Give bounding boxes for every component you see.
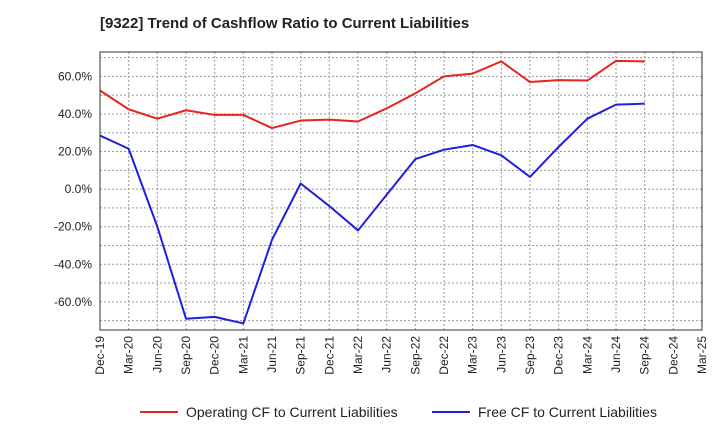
x-tick-label: Jun-20 xyxy=(150,336,164,373)
x-tick-label: Jun-23 xyxy=(494,336,508,373)
x-tick-label: Jun-21 xyxy=(265,336,279,373)
y-axis-ticks: 60.0% 40.0% 20.0% 0.0% -20.0% -40.0% -60.0% xyxy=(54,69,92,308)
line-chart: 60.0% 40.0% 20.0% 0.0% -20.0% -40.0% -60.0% De… xyxy=(54,51,709,375)
series-lines xyxy=(99,59,645,325)
legend-swatch-free-cf xyxy=(432,411,470,413)
x-tick-label: Mar-23 xyxy=(466,336,480,374)
plot-frame xyxy=(99,51,703,331)
x-tick-label: Mar-22 xyxy=(351,336,365,374)
x-tick-label: Dec-24 xyxy=(666,336,680,375)
y-tick-label: 20.0% xyxy=(58,145,92,159)
x-tick-label: Mar-20 xyxy=(122,336,136,374)
legend-item-operating-cf: Operating CF to Current Liabilities xyxy=(140,404,398,420)
x-tick-label: Mar-21 xyxy=(236,336,250,374)
legend-swatch-operating-cf xyxy=(140,411,178,413)
x-tick-label: Mar-25 xyxy=(695,336,709,374)
y-tick-label: 60.0% xyxy=(58,69,92,83)
x-tick-label: Jun-22 xyxy=(380,336,394,373)
legend-label-free-cf: Free CF to Current Liabilities xyxy=(478,404,657,420)
x-tick-label: Sep-20 xyxy=(179,336,193,375)
legend-label-operating-cf: Operating CF to Current Liabilities xyxy=(186,404,398,420)
x-tick-label: Sep-24 xyxy=(638,336,652,375)
x-tick-label: Dec-23 xyxy=(552,336,566,375)
grid-lines xyxy=(99,52,703,330)
series-line-free-cf xyxy=(99,102,645,325)
x-tick-label: Sep-21 xyxy=(294,336,308,375)
x-tick-label: Jun-24 xyxy=(609,336,623,373)
y-tick-label: -40.0% xyxy=(54,257,92,271)
legend-item-free-cf: Free CF to Current Liabilities xyxy=(432,404,657,420)
x-tick-label: Dec-21 xyxy=(322,336,336,375)
x-tick-label: Dec-20 xyxy=(208,336,222,375)
y-tick-label: -60.0% xyxy=(54,295,92,309)
y-tick-label: 40.0% xyxy=(58,107,92,121)
x-tick-label: Dec-22 xyxy=(437,336,451,375)
x-tick-label: Mar-24 xyxy=(580,336,594,374)
chart-title: [9322] Trend of Cashflow Ratio to Curren… xyxy=(100,15,470,32)
series-line-operating-cf xyxy=(99,59,645,130)
x-axis-ticks: Dec-19 Mar-20 Jun-20 Sep-20 Dec-20 Mar-21 Jun-… xyxy=(93,336,709,375)
y-tick-label: 0.0% xyxy=(65,182,93,196)
x-tick-label: Sep-23 xyxy=(523,336,537,375)
x-tick-label: Dec-19 xyxy=(93,336,107,375)
x-tick-label: Sep-22 xyxy=(408,336,422,375)
y-tick-label: -20.0% xyxy=(54,220,92,234)
